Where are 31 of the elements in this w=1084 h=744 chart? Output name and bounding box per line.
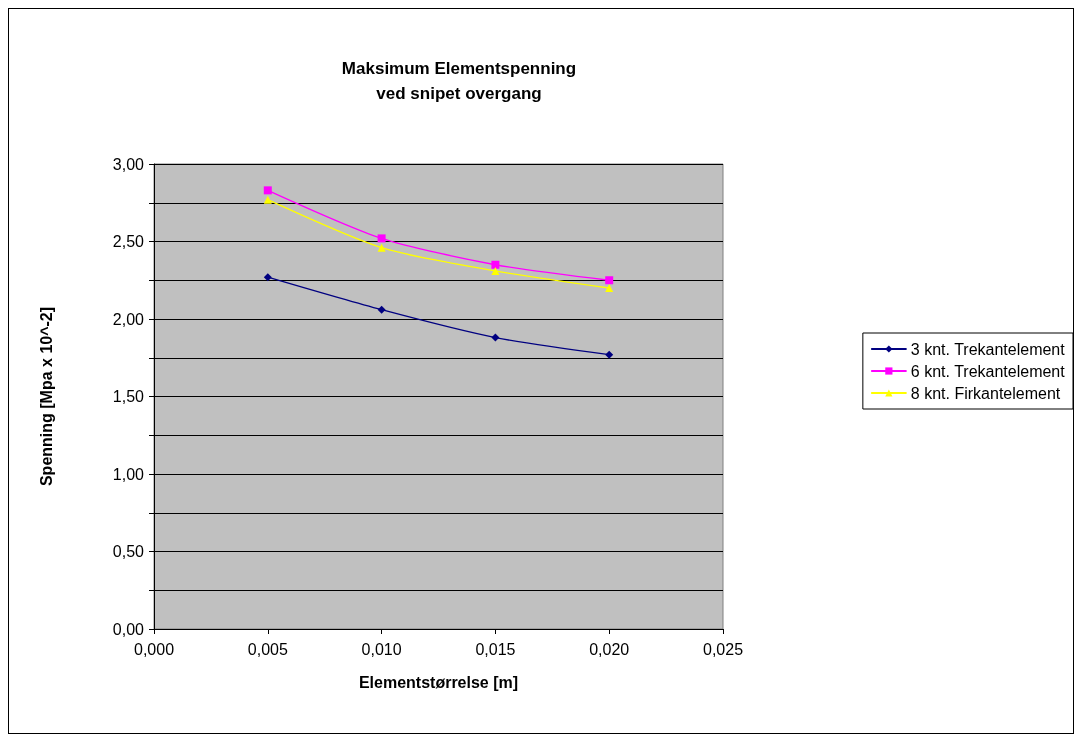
y-tick-label: 1,50 xyxy=(112,388,145,405)
x-tick-label: 0,025 xyxy=(702,640,744,658)
x-tick-label: 0,010 xyxy=(361,640,402,658)
legend-label: 6 knt. Trekantelement xyxy=(910,362,1066,380)
point xyxy=(491,266,500,275)
point xyxy=(377,305,386,314)
point xyxy=(377,243,386,252)
y-tick-label: 0,00 xyxy=(112,620,145,638)
point xyxy=(491,260,500,269)
legend-label: 8 knt. Firkantelement xyxy=(910,384,1061,402)
y-tick-label: 1,00 xyxy=(112,465,145,483)
x-tick-label: 0,020 xyxy=(589,640,630,658)
point xyxy=(605,276,614,285)
x-tick-label: 0,015 xyxy=(475,640,516,658)
point xyxy=(491,333,500,342)
point xyxy=(605,284,614,292)
y-axis-title: Spenning [Mpa x 10^-2] xyxy=(37,306,55,487)
point xyxy=(263,195,272,204)
point xyxy=(377,234,386,243)
x-tick-label: 0,000 xyxy=(133,640,175,658)
point xyxy=(605,350,614,359)
x-axis-title: Elementstørrelse [m] xyxy=(358,673,519,691)
y-tick-label: 2,50 xyxy=(112,233,145,250)
x-tick-label: 0,005 xyxy=(247,640,288,658)
y-tick-label: 3,00 xyxy=(112,155,145,173)
legend-label: 3 knt. Trekantelement xyxy=(910,340,1066,358)
y-tick-label: 2,00 xyxy=(112,310,145,328)
point xyxy=(263,186,272,195)
point xyxy=(263,273,272,282)
chart-title: Maksimum Elementspenning ved snipet overgang xyxy=(341,59,577,103)
y-tick-label: 0,50 xyxy=(112,543,145,560)
